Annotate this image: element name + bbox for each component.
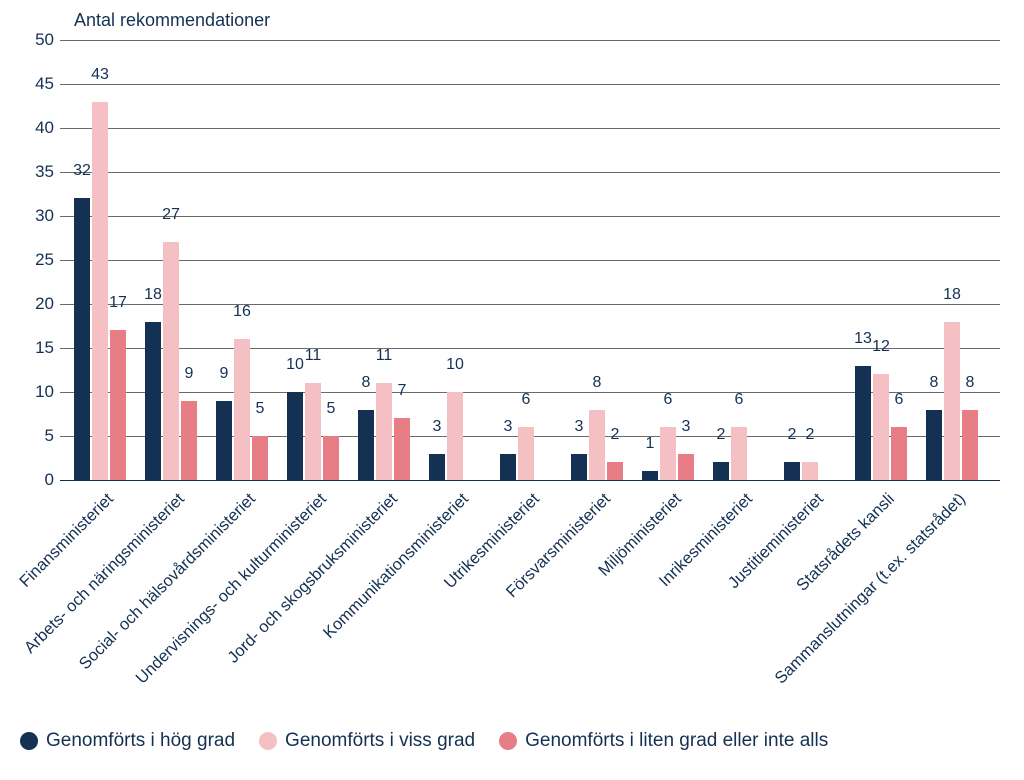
bar (784, 462, 800, 480)
bar-value-label: 10 (441, 356, 469, 374)
x-category-label: Sammanslutningar (t.ex. statsrådet) (952, 301, 1024, 503)
y-tick-label: 5 (4, 426, 54, 446)
bar (110, 330, 126, 480)
y-tick-label: 20 (4, 294, 54, 314)
bar-value-label: 11 (370, 347, 398, 365)
bar (145, 322, 161, 480)
bar-value-label: 5 (246, 400, 274, 418)
bar (571, 454, 587, 480)
bar-group: 18279Arbets- och näringsministeriet (141, 40, 201, 480)
bar-group: 9165Social- och hälsovårdsministeriet (212, 40, 272, 480)
bar (926, 410, 942, 480)
y-tick-label: 10 (4, 382, 54, 402)
bar-group: 8117Jord- och skogsbruksministeriet (354, 40, 414, 480)
y-tick-label: 15 (4, 338, 54, 358)
bar-value-label: 2 (601, 426, 629, 444)
bar-value-label: 18 (938, 286, 966, 304)
bar-value-label: 8 (956, 374, 984, 392)
bar-value-label: 27 (157, 206, 185, 224)
bar-value-label: 5 (317, 400, 345, 418)
bar (429, 454, 445, 480)
bar (518, 427, 534, 480)
bar (163, 242, 179, 480)
bar-group: 10115Undervisnings- och kulturministerie… (283, 40, 343, 480)
bar (731, 427, 747, 480)
bar (305, 383, 321, 480)
bar-value-label: 11 (299, 347, 327, 365)
bar-group: 310Kommunikationsministeriet (425, 40, 485, 480)
bar-value-label: 12 (867, 338, 895, 356)
legend-swatch (259, 732, 277, 750)
legend-swatch (499, 732, 517, 750)
legend-label: Genomförts i viss grad (285, 730, 475, 752)
bar (802, 462, 818, 480)
bar-value-label: 8 (583, 374, 611, 392)
bar-value-label: 6 (654, 391, 682, 409)
bar (447, 392, 463, 480)
bar-value-label: 6 (885, 391, 913, 409)
bar-group: 26Inrikesministeriet (709, 40, 769, 480)
y-tick-label: 30 (4, 206, 54, 226)
legend: Genomförts i hög grad Genomförts i viss g… (20, 730, 828, 752)
bar-value-label: 3 (672, 418, 700, 436)
bar (713, 462, 729, 480)
y-tick-label: 35 (4, 162, 54, 182)
bar-group: 324317Finansministeriet (70, 40, 130, 480)
chart-title: Antal rekommendationer (74, 10, 270, 31)
bar (92, 102, 108, 480)
bar-value-label: 6 (725, 391, 753, 409)
y-tick-label: 45 (4, 74, 54, 94)
bar-group: 163Miljöministeriet (638, 40, 698, 480)
bar-group: 13126Statsrådets kansli (851, 40, 911, 480)
legend-label: Genomförts i hög grad (46, 730, 235, 752)
bar (642, 471, 658, 480)
bar (358, 410, 374, 480)
bar-value-label: 6 (512, 391, 540, 409)
y-tick-label: 25 (4, 250, 54, 270)
legend-item: Genomförts i viss grad (259, 730, 475, 752)
bar (944, 322, 960, 480)
bar-group: 8188Sammanslutningar (t.ex. statsrådet) (922, 40, 982, 480)
legend-item: Genomförts i liten grad eller inte alls (499, 730, 828, 752)
legend-swatch (20, 732, 38, 750)
bar (589, 410, 605, 480)
bar (500, 454, 516, 480)
y-tick-label: 0 (4, 470, 54, 490)
bar-value-label: 2 (796, 426, 824, 444)
bar (74, 198, 90, 480)
bar-value-label: 9 (175, 365, 203, 383)
bar (287, 392, 303, 480)
bar (855, 366, 871, 480)
legend-item: Genomförts i hög grad (20, 730, 235, 752)
bar-value-label: 7 (388, 382, 416, 400)
bar-value-label: 16 (228, 303, 256, 321)
bar-group: 22Justitieministeriet (780, 40, 840, 480)
bar (216, 401, 232, 480)
y-tick-label: 50 (4, 30, 54, 50)
plot-area: 05101520253035404550324317Finansminister… (60, 40, 1000, 481)
legend-label: Genomförts i liten grad eller inte alls (525, 730, 828, 752)
bar-value-label: 17 (104, 294, 132, 312)
bar-group: 382Försvarsministeriet (567, 40, 627, 480)
y-tick-label: 40 (4, 118, 54, 138)
bar-value-label: 43 (86, 66, 114, 84)
bar-group: 36Utrikesministeriet (496, 40, 556, 480)
chart-container: Antal rekommendationer 05101520253035404… (0, 0, 1024, 780)
